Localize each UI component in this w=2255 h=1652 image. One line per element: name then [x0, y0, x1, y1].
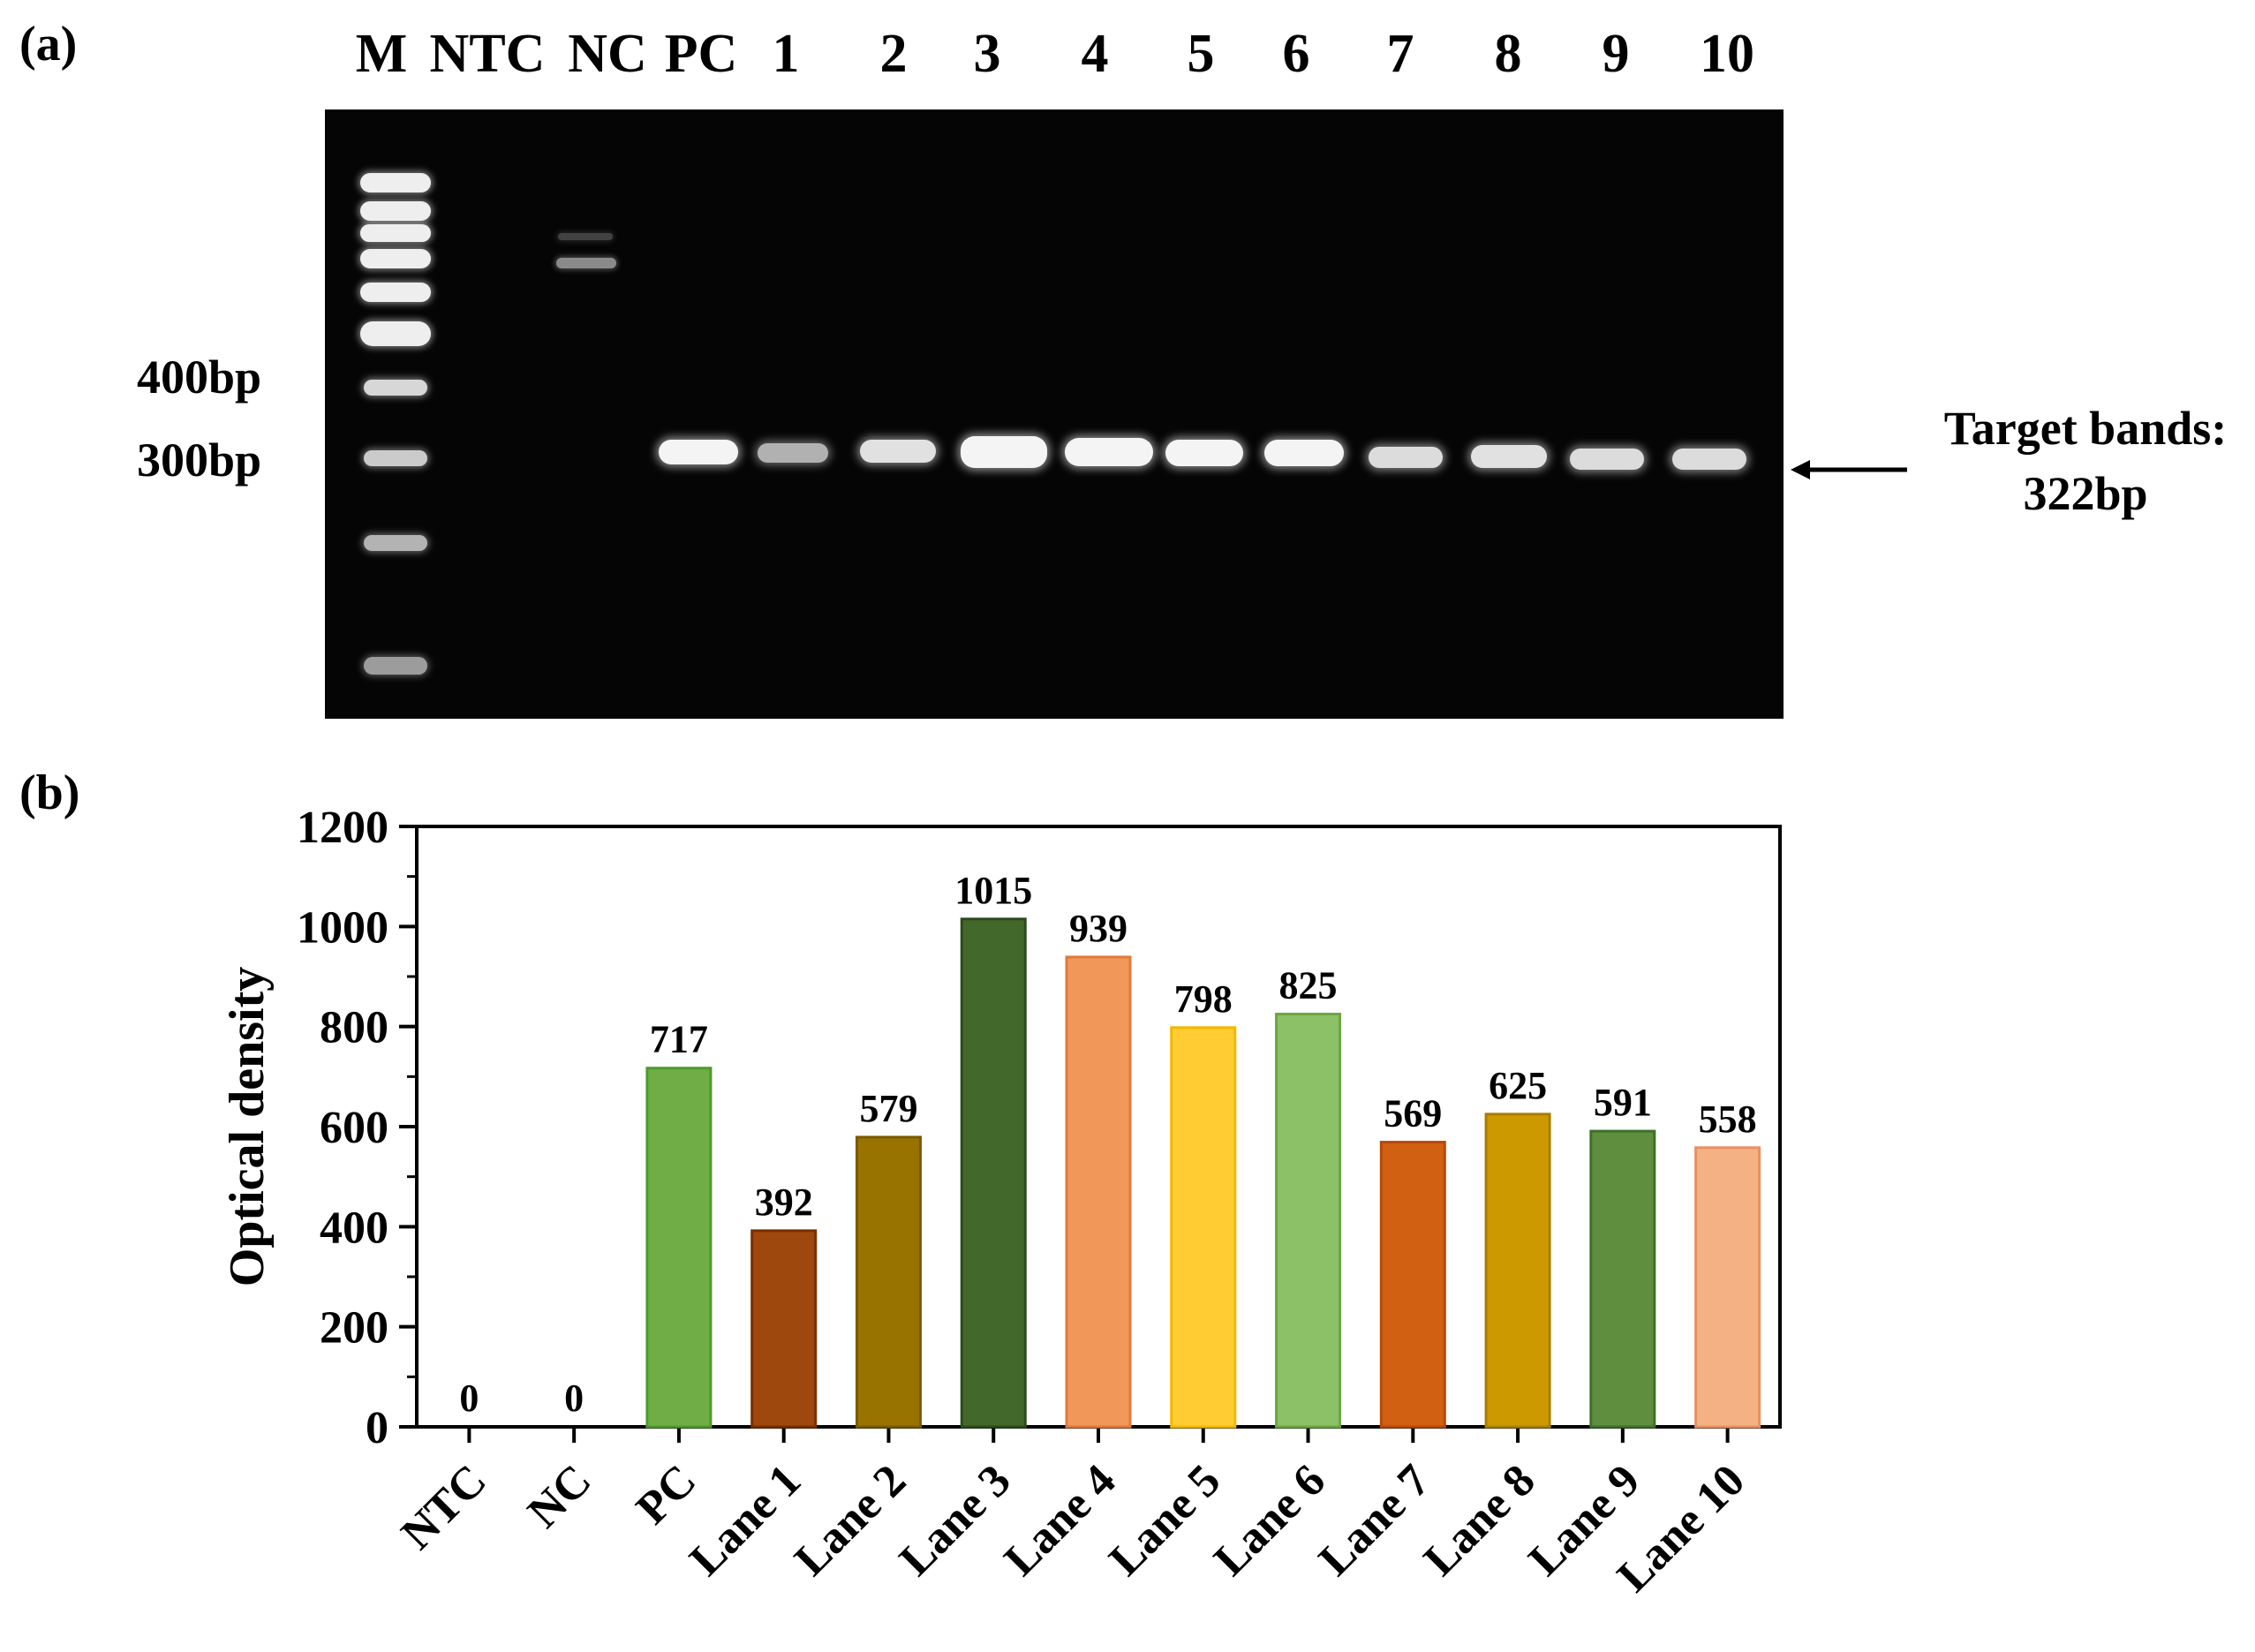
gel-image [325, 109, 1784, 719]
target-band-lane-7 [1369, 447, 1443, 468]
value-label-lane-8: 625 [1489, 1064, 1547, 1107]
ladder-band [364, 535, 427, 551]
ladder-band [360, 201, 431, 221]
ladder-band [360, 283, 431, 302]
x-category-label: Lane 4 [995, 1455, 1126, 1586]
x-category-label: PC [627, 1455, 705, 1534]
y-tick-label: 400 [320, 1203, 388, 1253]
lane-label-1: 1 [772, 24, 800, 84]
x-category-label: Lane 3 [890, 1455, 1021, 1586]
ladder-band [360, 224, 431, 242]
y-tick-label: 0 [366, 1403, 388, 1453]
target-bands-label: Target bands: 322bp [1916, 396, 2255, 526]
lane-label-m: M [355, 24, 408, 84]
value-label-nc: 0 [564, 1377, 584, 1420]
y-axis-title: Optical density [220, 967, 275, 1286]
x-category-label: Lane 1 [681, 1455, 811, 1586]
ladder-band-400bp [364, 380, 427, 396]
target-band-lane-9 [1570, 449, 1644, 470]
target-band-lane-3 [961, 436, 1047, 468]
target-band-lane-8 [1471, 445, 1547, 468]
target-band-pc [659, 440, 738, 464]
nc-faint-band [556, 258, 616, 268]
y-tick-label: 1200 [297, 803, 388, 853]
target-band-lane-6 [1264, 440, 1344, 466]
size-marker-400bp: 400bp [137, 351, 262, 404]
x-category-label: NC [518, 1455, 600, 1537]
value-label-lane-9: 591 [1594, 1081, 1652, 1124]
ladder-band [360, 249, 431, 268]
x-category-label: Lane 5 [1100, 1455, 1231, 1586]
y-tick-label: 1000 [297, 902, 388, 953]
bar-lane-6 [1275, 1013, 1342, 1429]
lane-label-pc: PC [664, 24, 738, 84]
lane-label-7: 7 [1386, 24, 1414, 84]
bar-lane-9 [1589, 1129, 1656, 1429]
bar-lane-7 [1379, 1141, 1446, 1429]
ladder-band-300bp [364, 450, 427, 466]
target-band-lane-2 [860, 440, 936, 463]
x-category-label: Lane 7 [1309, 1455, 1440, 1586]
x-category-label: NTC [392, 1455, 496, 1559]
value-label-ntc: 0 [459, 1377, 479, 1420]
panel-b-label: (b) [19, 766, 80, 820]
value-label-lane-10: 558 [1699, 1098, 1757, 1141]
lane-label-9: 9 [1602, 24, 1630, 84]
bar-lane-10 [1694, 1146, 1761, 1429]
lane-label-4: 4 [1081, 24, 1109, 84]
x-category-label: Lane 8 [1414, 1455, 1545, 1586]
panel-a-label: (a) [19, 17, 78, 72]
lane-label-nc: NC [568, 24, 647, 84]
value-label-lane-6: 825 [1279, 964, 1338, 1007]
lane-label-6: 6 [1282, 24, 1310, 84]
bar-lane-4 [1065, 955, 1132, 1429]
value-label-lane-4: 939 [1069, 907, 1128, 950]
value-label-lane-2: 579 [859, 1087, 917, 1130]
ladder-band [360, 321, 431, 346]
bar-lane-5 [1170, 1026, 1237, 1429]
lane-label-10: 10 [1700, 24, 1754, 84]
value-label-lane-3: 1015 [954, 869, 1032, 912]
value-label-lane-7: 569 [1384, 1092, 1442, 1135]
ladder-band [360, 173, 431, 192]
value-label-lane-1: 392 [755, 1181, 813, 1224]
size-marker-300bp: 300bp [137, 434, 262, 487]
x-category-label: Lane 2 [785, 1455, 916, 1586]
ladder-band [364, 657, 427, 675]
bar-lane-1 [750, 1229, 818, 1429]
lane-label-2: 2 [879, 24, 908, 84]
bar-lane-2 [855, 1135, 922, 1429]
bar-lane-3 [960, 917, 1027, 1429]
target-band-lane-1 [758, 443, 828, 463]
y-tick-label: 800 [320, 1003, 388, 1053]
lane-label-5: 5 [1187, 24, 1215, 84]
bar-pc [645, 1067, 713, 1429]
target-arrow-icon [1791, 460, 1907, 479]
y-tick-label: 200 [320, 1303, 388, 1354]
bar-lane-8 [1484, 1113, 1551, 1429]
x-category-label: Lane 6 [1204, 1455, 1335, 1586]
target-band-lane-5 [1165, 440, 1243, 466]
lane-label-3: 3 [973, 24, 1001, 84]
lane-label-8: 8 [1494, 24, 1522, 84]
nc-faint-band [558, 233, 613, 240]
target-label-line-1: Target bands: [1943, 402, 2228, 455]
target-band-lane-4 [1065, 438, 1153, 466]
value-label-lane-5: 798 [1174, 977, 1233, 1021]
lane-label-ntc: NTC [429, 24, 546, 84]
target-label-line-2: 322bp [2023, 467, 2148, 520]
y-tick-label: 600 [320, 1103, 388, 1153]
value-label-pc: 717 [650, 1018, 708, 1061]
target-band-lane-10 [1672, 449, 1746, 470]
